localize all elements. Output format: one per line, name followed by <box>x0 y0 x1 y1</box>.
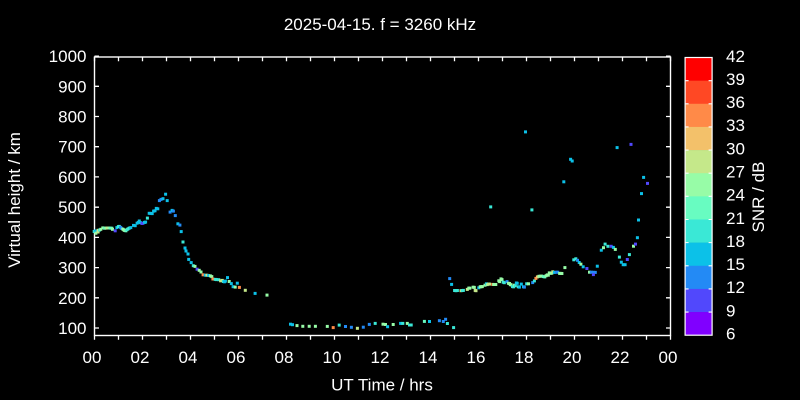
svg-text:400: 400 <box>58 228 86 247</box>
svg-text:16: 16 <box>467 348 486 367</box>
svg-text:SNR / dB: SNR / dB <box>749 162 768 233</box>
svg-text:02: 02 <box>131 348 150 367</box>
svg-text:800: 800 <box>58 108 86 127</box>
svg-text:42: 42 <box>726 47 745 66</box>
svg-text:08: 08 <box>275 348 294 367</box>
svg-text:14: 14 <box>419 348 438 367</box>
svg-text:6: 6 <box>726 325 735 344</box>
svg-text:300: 300 <box>58 259 86 278</box>
svg-text:27: 27 <box>726 163 745 182</box>
svg-text:600: 600 <box>58 168 86 187</box>
svg-text:700: 700 <box>58 138 86 157</box>
svg-text:15: 15 <box>726 255 745 274</box>
svg-text:900: 900 <box>58 77 86 96</box>
svg-text:00: 00 <box>83 348 102 367</box>
svg-text:22: 22 <box>611 348 630 367</box>
svg-text:9: 9 <box>726 301 735 320</box>
svg-text:18: 18 <box>515 348 534 367</box>
svg-text:33: 33 <box>726 116 745 135</box>
svg-text:24: 24 <box>726 186 745 205</box>
svg-text:200: 200 <box>58 289 86 308</box>
svg-text:18: 18 <box>726 232 745 251</box>
svg-text:06: 06 <box>227 348 246 367</box>
svg-text:20: 20 <box>563 348 582 367</box>
svg-text:UT Time / hrs: UT Time / hrs <box>331 376 433 395</box>
svg-text:12: 12 <box>371 348 390 367</box>
svg-text:36: 36 <box>726 93 745 112</box>
svg-text:12: 12 <box>726 278 745 297</box>
svg-text:500: 500 <box>58 198 86 217</box>
svg-text:Virtual height / km: Virtual height / km <box>5 132 24 268</box>
svg-text:21: 21 <box>726 209 745 228</box>
svg-text:1000: 1000 <box>49 47 87 66</box>
svg-text:10: 10 <box>323 348 342 367</box>
svg-text:100: 100 <box>58 319 86 338</box>
svg-text:39: 39 <box>726 70 745 89</box>
svg-text:2025-04-15. f = 3260 kHz: 2025-04-15. f = 3260 kHz <box>284 15 476 34</box>
svg-text:00: 00 <box>659 348 678 367</box>
svg-text:04: 04 <box>179 348 198 367</box>
svg-text:30: 30 <box>726 139 745 158</box>
